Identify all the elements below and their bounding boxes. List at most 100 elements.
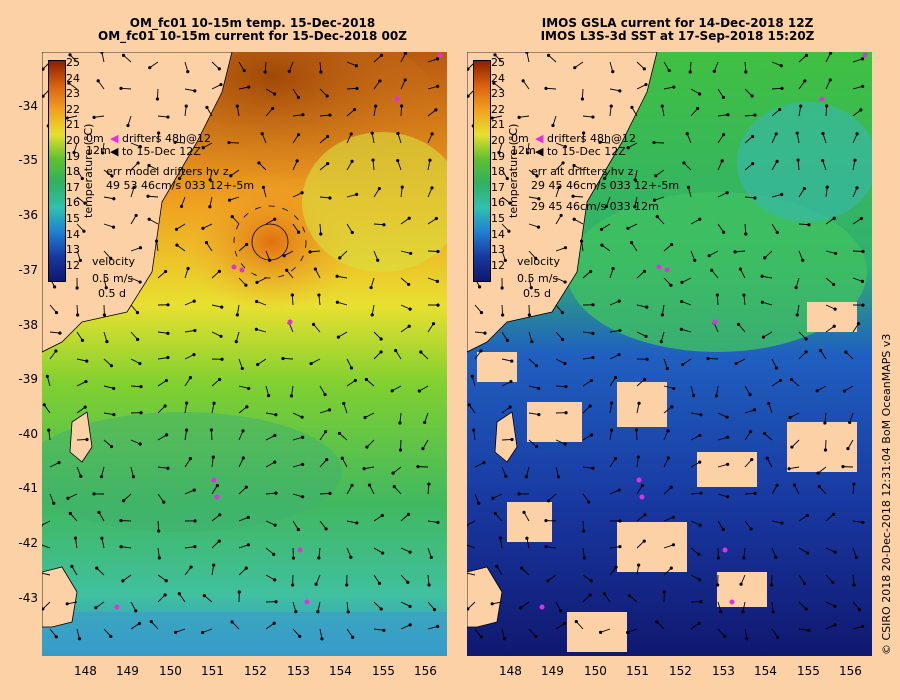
current-vector — [265, 547, 275, 555]
current-vector — [373, 628, 384, 631]
lon-tick-label: 150 — [159, 664, 182, 678]
current-vector-head — [502, 637, 507, 641]
current-vector — [744, 459, 753, 468]
current-vector-head — [559, 609, 563, 613]
current-vector — [211, 331, 222, 337]
current-vector — [555, 162, 564, 171]
colorbar-tick-label: 13 — [66, 243, 80, 257]
current-vector-head — [260, 132, 264, 136]
current-vector — [371, 133, 375, 144]
current-vector — [101, 538, 105, 549]
current-vector-head — [192, 353, 196, 357]
current-vector-head — [99, 475, 104, 479]
current-vector — [103, 223, 114, 228]
current-vector — [427, 218, 437, 225]
current-vector-head — [618, 519, 622, 523]
current-vector-head — [408, 604, 412, 608]
current-vector-head — [400, 185, 404, 189]
current-vector — [555, 623, 565, 630]
current-vector — [427, 109, 437, 117]
current-vector-head — [479, 310, 484, 315]
current-vector — [399, 412, 402, 423]
current-vector-head — [274, 413, 278, 417]
current-vector-head — [495, 564, 499, 568]
current-vector — [211, 379, 220, 387]
current-vector-head — [685, 132, 689, 136]
current-vector — [467, 601, 476, 610]
current-vector — [796, 304, 800, 315]
current-vector — [636, 270, 645, 279]
lon-tick-label: 153 — [712, 664, 735, 678]
current-vector-head — [546, 579, 550, 583]
current-vector — [796, 133, 800, 144]
current-vector-head — [394, 348, 398, 353]
current-vector-head — [166, 331, 170, 335]
current-vector — [174, 141, 186, 144]
current-vector — [206, 107, 213, 117]
current-vector — [204, 595, 213, 603]
current-vector-head — [390, 389, 394, 393]
current-vector-head — [613, 376, 618, 380]
current-vector-head — [104, 286, 108, 290]
current-vector-head — [72, 150, 76, 155]
current-vector — [97, 80, 105, 90]
drifter-marker — [211, 477, 217, 483]
current-vector — [528, 331, 533, 342]
current-vector — [130, 623, 140, 630]
current-vector — [473, 430, 476, 441]
current-vector — [265, 435, 276, 441]
current-vector — [265, 461, 275, 468]
left-land-mainland — [42, 52, 233, 353]
current-vector-head — [699, 600, 703, 604]
current-vector — [768, 403, 773, 414]
current-vector-head — [407, 282, 411, 287]
current-vector — [519, 115, 530, 118]
current-vector — [96, 567, 105, 576]
current-vector-head — [208, 205, 212, 209]
left-map-title: OM_fc01 10-15m temp. 15-Dec-2018 OM_fc01… — [40, 17, 465, 43]
left-legend-drifters-text: drifters 48h@12 — [121, 132, 212, 145]
current-vector-head — [562, 621, 566, 626]
current-vector-head — [795, 131, 799, 135]
current-vector — [771, 628, 779, 638]
right-colorbar — [473, 60, 491, 282]
current-vector-head — [42, 94, 45, 98]
current-vector-head — [363, 415, 367, 420]
current-vector-head — [157, 131, 161, 135]
current-vector-head — [256, 362, 260, 367]
current-vector-head — [319, 232, 323, 236]
current-vector-head — [255, 280, 259, 284]
current-vector — [184, 354, 195, 360]
current-vector-head — [802, 581, 807, 585]
current-vector — [400, 304, 411, 310]
current-vector — [292, 192, 303, 198]
current-vector-head — [750, 94, 754, 98]
current-vector-head — [371, 158, 375, 162]
current-vector-head — [398, 421, 402, 425]
current-vector-head — [537, 412, 541, 417]
current-vector — [474, 462, 485, 468]
current-vector-head — [350, 483, 354, 487]
current-vector — [690, 218, 700, 225]
current-vector-head — [753, 113, 757, 117]
current-vector — [98, 512, 105, 522]
current-vector-head — [698, 578, 702, 582]
current-vector — [634, 196, 638, 207]
current-vector — [528, 358, 537, 367]
current-vector-head — [377, 581, 382, 585]
current-vector-head — [477, 501, 481, 505]
current-vector — [713, 61, 719, 72]
current-vector-head — [320, 637, 324, 641]
current-vector — [400, 514, 409, 522]
current-vector — [501, 250, 506, 261]
current-vector-head — [535, 174, 539, 178]
current-vector — [555, 358, 566, 364]
current-vector — [211, 270, 220, 279]
current-vector — [292, 601, 297, 612]
current-vector-head — [323, 430, 328, 434]
current-vector-head — [500, 286, 504, 290]
current-vector — [501, 304, 504, 316]
current-vector — [609, 430, 613, 441]
current-vector — [582, 493, 590, 503]
current-vector-head — [311, 322, 316, 326]
